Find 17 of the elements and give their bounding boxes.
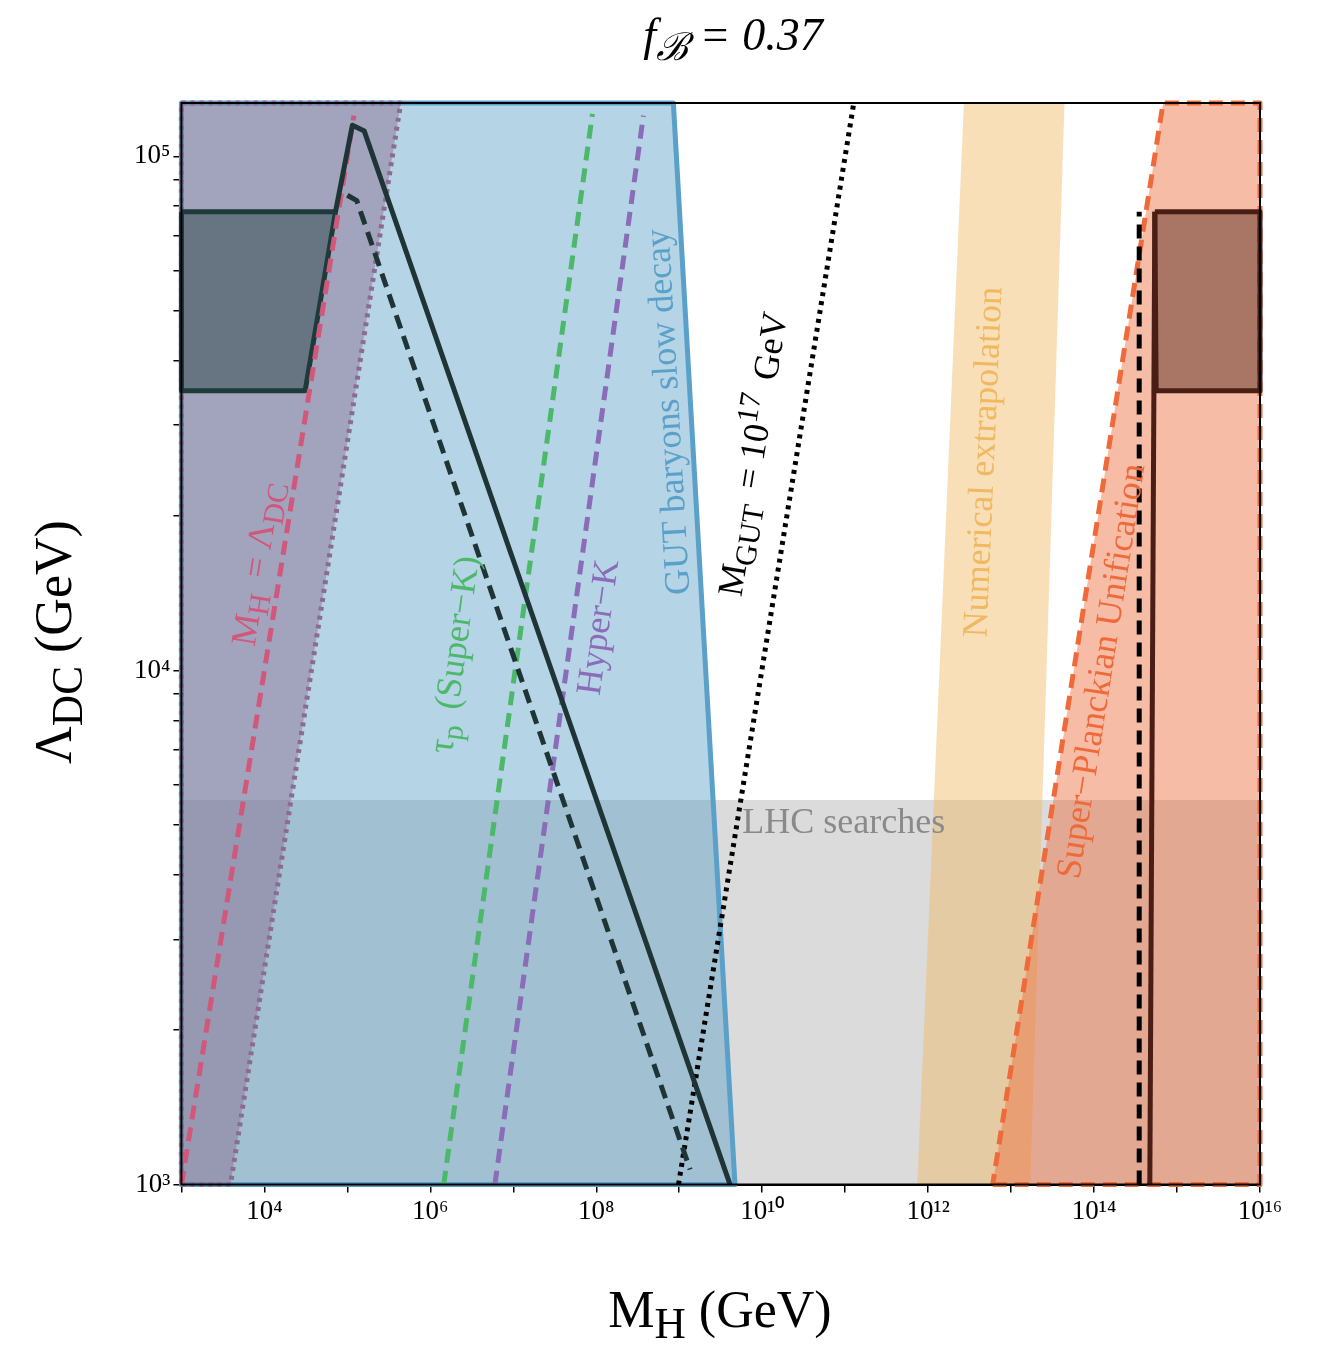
series-label: Numerical extrapolation bbox=[954, 286, 1010, 639]
x-tick-label: 10⁴ bbox=[246, 1194, 283, 1225]
y-tick-label: 10⁵ bbox=[133, 139, 171, 170]
x-tick-label: 10¹⁴ bbox=[1071, 1194, 1117, 1225]
chart-title: f$_{ℬ}$ = 0.37 bbox=[643, 8, 823, 71]
x-tick-label: 10¹² bbox=[906, 1194, 950, 1225]
text: Hyper−K bbox=[567, 556, 626, 697]
y-tick-label: 10⁴ bbox=[133, 653, 171, 684]
x-tick-label: 10¹⁰ bbox=[740, 1194, 785, 1225]
x-tick-label: 10⁶ bbox=[412, 1194, 449, 1225]
band-label: LHC searches bbox=[742, 801, 946, 842]
y-tick-label: 10³ bbox=[135, 1167, 171, 1198]
x-tick-label: 10¹⁶ bbox=[1237, 1194, 1283, 1225]
series-label: Super−Planckian Unification bbox=[1047, 460, 1153, 881]
x-tick-label: 10⁸ bbox=[578, 1194, 615, 1225]
x-axis-title: M$_{H}$ (GeV) bbox=[608, 1280, 832, 1349]
series-label: GUT baryons slow decay bbox=[636, 227, 698, 596]
